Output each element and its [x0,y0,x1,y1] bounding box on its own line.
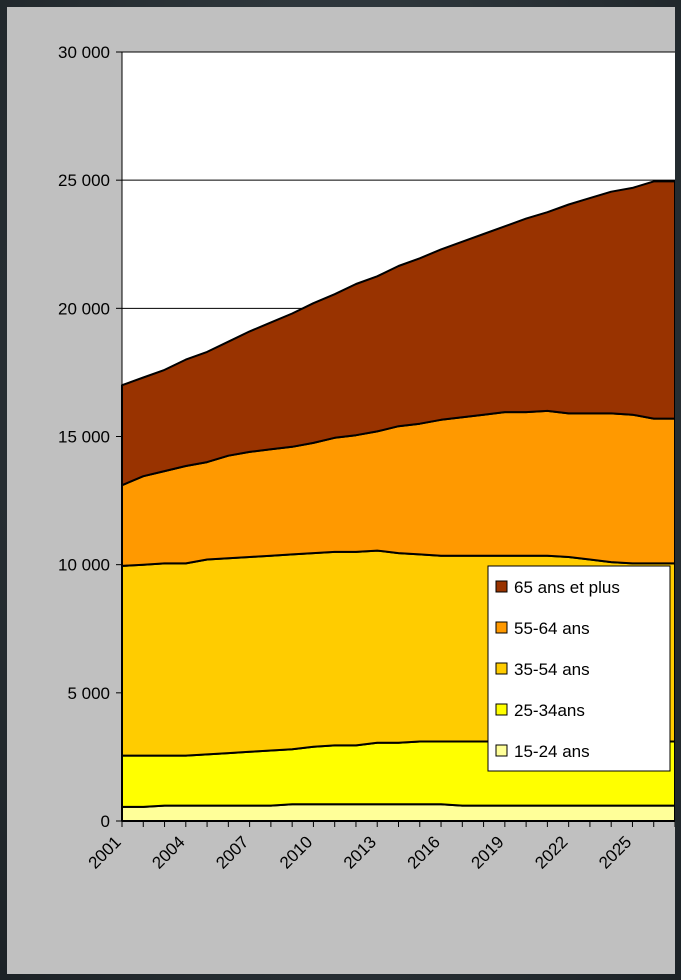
y-tick-label: 30 000 [58,43,110,62]
legend-swatch-35-54-ans [495,662,508,675]
x-axis-ticks: 2001 2004 2007 2010 2013 2016 2019 2022 2025 [85,821,675,873]
y-tick-label: 15 000 [58,428,110,447]
legend-label-55-64-ans: 55-64 ans [514,619,590,638]
x-tick-label: 2019 [467,832,507,872]
legend-label-35-54-ans: 35-54 ans [514,660,590,679]
series-area-65-ans-et-plus [121,180,675,487]
legend: 65 ans et plus 55-64 ans 35-54 ans 25-34ans… [487,565,671,772]
x-tick-label: 2025 [595,832,635,872]
x-tick-label: 2022 [531,832,571,872]
y-tick-label: 10 000 [58,556,110,575]
y-tick-label: 20 000 [58,299,110,318]
x-tick-label: 2007 [212,832,252,872]
x-tick-label: 2016 [404,832,444,872]
series-area-15-24-ans [121,803,675,822]
legend-label-15-24-ans: 15-24 ans [514,742,590,761]
chart-panel: 0 5 000 10 000 15 000 20 000 25 000 30 000 200… [7,7,675,974]
x-tick-label: 2013 [340,832,380,872]
legend-swatch-15-24-ans [495,744,508,757]
y-tick-label: 5 000 [67,684,110,703]
y-tick-label: 0 [101,812,110,831]
stacked-area-chart: 0 5 000 10 000 15 000 20 000 25 000 30 000 200… [58,43,675,873]
legend-swatch-55-64-ans [495,621,508,634]
legend-label-25-34ans: 25-34ans [514,701,585,720]
legend-box [487,565,671,772]
legend-label-65-ans-et-plus: 65 ans et plus [514,578,620,597]
x-tick-label: 2004 [148,832,188,872]
y-tick-label: 25 000 [58,171,110,190]
legend-swatch-25-34ans [495,703,508,716]
y-axis-ticks: 0 5 000 10 000 15 000 20 000 25 000 30 000 [58,43,122,831]
legend-swatch-65-ans-et-plus [495,580,508,593]
x-tick-label: 2001 [85,832,125,872]
x-tick-label: 2010 [276,832,316,872]
